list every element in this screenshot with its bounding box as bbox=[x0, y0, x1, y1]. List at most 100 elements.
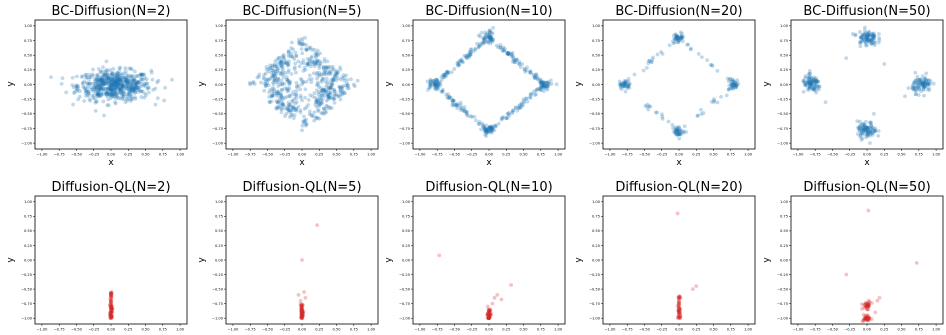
scatter-point bbox=[301, 80, 305, 85]
scatter-point bbox=[291, 105, 295, 110]
scatter-point bbox=[70, 83, 75, 87]
scatter-point bbox=[667, 43, 672, 48]
scatter-point bbox=[106, 76, 111, 81]
x-tick-label: 0.75 bbox=[350, 153, 358, 157]
scatter-point bbox=[459, 106, 464, 111]
scatter-point bbox=[332, 100, 337, 105]
scatter-point bbox=[123, 100, 128, 105]
scatter-point bbox=[129, 80, 134, 85]
scatter-point bbox=[322, 112, 326, 117]
scatter-point bbox=[139, 89, 143, 94]
scatter-point bbox=[276, 89, 281, 94]
scatter-point bbox=[109, 77, 114, 82]
x-tick-label: −0.50 bbox=[71, 153, 83, 157]
x-tick-label: 1.00 bbox=[554, 153, 563, 157]
scatter-point bbox=[116, 85, 120, 90]
scatter-point bbox=[340, 84, 345, 89]
scatter-point bbox=[115, 76, 120, 80]
scatter-point bbox=[129, 82, 134, 87]
scatter-point bbox=[288, 54, 293, 59]
scatter-point bbox=[145, 81, 150, 86]
mark-group bbox=[437, 253, 514, 321]
y-tick-label: −1.00 bbox=[212, 141, 224, 145]
scatter-point bbox=[315, 116, 320, 120]
scatter-point bbox=[287, 86, 292, 91]
scatter-point bbox=[302, 120, 307, 125]
scatter-point bbox=[105, 75, 110, 80]
scatter-point bbox=[338, 85, 343, 90]
scatter-point bbox=[330, 82, 335, 87]
scatter-point bbox=[122, 84, 126, 89]
x-tick-label: −0.50 bbox=[827, 328, 839, 332]
scatter-point bbox=[334, 78, 339, 83]
scatter-point bbox=[94, 86, 99, 91]
x-tick-label: 1.00 bbox=[554, 328, 563, 332]
scatter-point bbox=[95, 91, 100, 96]
scatter-point bbox=[257, 74, 261, 79]
scatter-point bbox=[534, 72, 539, 77]
scatter-point bbox=[74, 84, 78, 89]
scatter-point bbox=[271, 87, 276, 91]
scatter-point bbox=[277, 91, 281, 96]
scatter-point bbox=[496, 121, 501, 126]
y-tick-label: −0.75 bbox=[21, 127, 32, 131]
scatter-point bbox=[441, 75, 446, 80]
scatter-point bbox=[314, 99, 318, 104]
scatter-point bbox=[318, 62, 323, 67]
scatter-point bbox=[142, 95, 147, 100]
y-tick-label: 0.00 bbox=[215, 83, 224, 87]
scatter-point bbox=[315, 48, 320, 53]
scatter-point bbox=[93, 99, 98, 104]
scatter-point bbox=[137, 87, 142, 92]
scatter-point bbox=[520, 62, 525, 66]
scatter-point bbox=[75, 87, 79, 92]
scatter-point bbox=[329, 81, 334, 86]
scatter-point bbox=[72, 91, 76, 95]
scatter-point bbox=[96, 83, 101, 88]
x-tick-label: −0.75 bbox=[54, 153, 65, 157]
scatter-point bbox=[274, 72, 278, 77]
scatter-point bbox=[279, 93, 284, 98]
scatter-point bbox=[301, 119, 306, 124]
y-tick-label: −0.50 bbox=[589, 287, 601, 291]
scatter-point bbox=[122, 92, 127, 97]
scatter-point bbox=[105, 73, 109, 78]
scatter-point bbox=[813, 88, 817, 93]
scatter-point bbox=[622, 79, 627, 83]
scatter-point bbox=[127, 89, 131, 94]
scatter-point bbox=[331, 78, 336, 82]
scatter-point bbox=[295, 85, 299, 90]
scatter-point bbox=[308, 93, 313, 98]
scatter-point bbox=[100, 79, 105, 84]
scatter-point bbox=[618, 82, 623, 87]
y-tick-label: 0.25 bbox=[402, 244, 410, 248]
scatter-point bbox=[98, 78, 103, 82]
panel-bc-n20: BC-Diffusion(N=20) −1.001.00−0.750.75−0.… bbox=[574, 4, 756, 168]
y-tick-label: 0.75 bbox=[592, 39, 600, 43]
scatter-point bbox=[299, 95, 303, 100]
scatter-point bbox=[99, 78, 103, 82]
scatter-point bbox=[117, 74, 121, 79]
panel-title: Diffusion-QL(N=50) bbox=[803, 180, 930, 195]
scatter-point bbox=[109, 86, 114, 91]
scatter-point bbox=[129, 94, 134, 99]
y-tick-label: 0.75 bbox=[780, 39, 788, 43]
scatter-point bbox=[345, 86, 350, 90]
scatter-point bbox=[129, 87, 134, 92]
scatter-point bbox=[474, 118, 478, 123]
scatter-point bbox=[106, 85, 110, 90]
scatter-point bbox=[280, 62, 284, 67]
scatter-point bbox=[131, 88, 136, 93]
scatter-point bbox=[328, 90, 333, 95]
scatter-point bbox=[294, 106, 299, 111]
scatter-point bbox=[924, 78, 929, 83]
scatter-point bbox=[116, 82, 121, 87]
scatter-point bbox=[341, 84, 346, 89]
scatter-point bbox=[329, 85, 333, 90]
scatter-point bbox=[124, 78, 128, 83]
scatter-point bbox=[98, 79, 102, 83]
scatter-point bbox=[99, 93, 104, 97]
scatter-point bbox=[125, 79, 130, 84]
scatter-point bbox=[699, 107, 703, 112]
